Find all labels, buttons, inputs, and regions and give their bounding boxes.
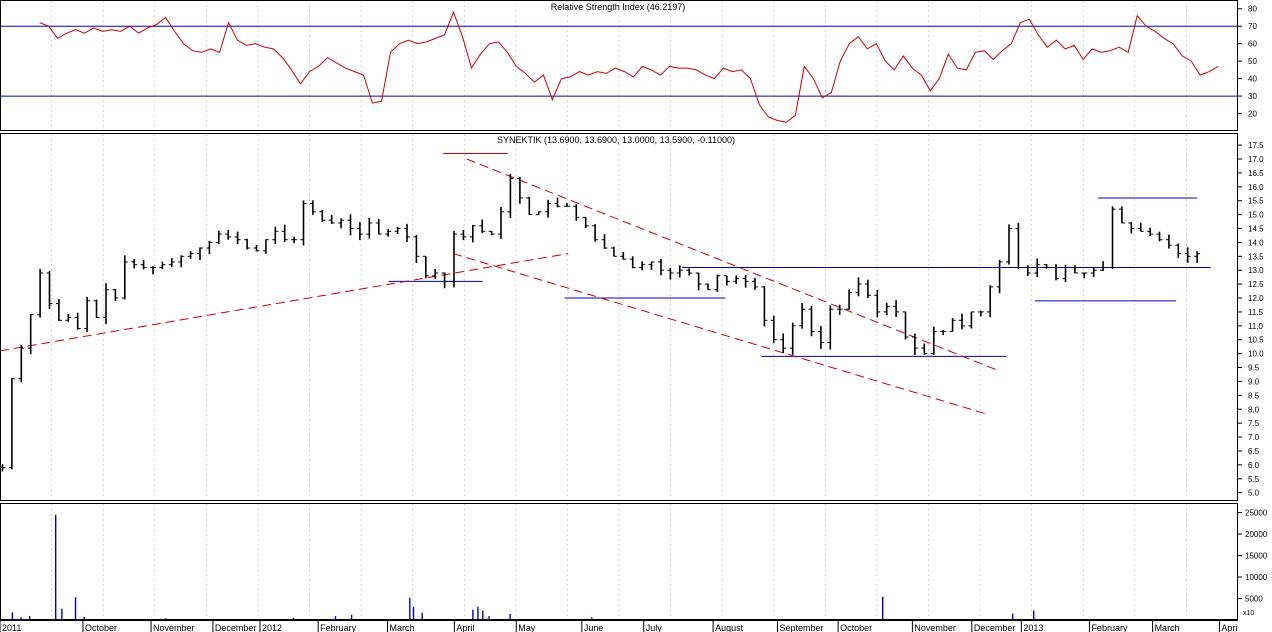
rsi-panel: Relative Strength Index (46.2197) 20 30 40… <box>0 0 1257 131</box>
price-tick-label: 8.5 <box>1248 391 1260 400</box>
price-tick-label: 10.0 <box>1248 350 1264 359</box>
volume-panel: 5000 10000 15000 20000 25000 x10 <box>0 503 1268 620</box>
price-tick-label: 17.5 <box>1248 141 1264 150</box>
volume-panel-frame <box>0 503 1238 620</box>
trendline <box>0 253 569 352</box>
time-axis-label: Apri <box>1221 623 1237 632</box>
time-axis-label: 2011 <box>2 623 21 632</box>
price-tick-label: 11.5 <box>1248 308 1264 317</box>
time-axis-label: June <box>584 623 604 632</box>
price-tick-label: 13.5 <box>1248 252 1264 261</box>
price-tick-label: 11.0 <box>1248 322 1264 331</box>
time-axis-label: May <box>518 623 536 632</box>
time-axis-label: March <box>1155 623 1180 632</box>
trendline <box>466 158 999 371</box>
volume-tick-label: 25000 <box>1245 509 1268 518</box>
price-ohlc-bars <box>0 173 1201 472</box>
rsi-tick-label: 80 <box>1248 5 1257 14</box>
time-axis-label: December <box>974 623 1016 632</box>
time-axis-label: February <box>1091 623 1128 632</box>
time-axis-label: February <box>320 623 357 632</box>
time-axis-label: 2013 <box>1023 623 1043 632</box>
rsi-tick-label: 60 <box>1248 40 1257 49</box>
time-axis-label: October <box>840 623 872 632</box>
rsi-tick-label: 50 <box>1248 57 1257 66</box>
price-tick-label: 13.0 <box>1248 266 1264 275</box>
volume-tick-label: 20000 <box>1245 530 1268 539</box>
price-panel: SYNEKTIK (13.6900, 13.6900, 13.0000, 13.… <box>0 133 1264 501</box>
volume-tick-label: 15000 <box>1245 552 1268 561</box>
time-axis-label: July <box>646 623 663 632</box>
price-tick-label: 15.0 <box>1248 211 1264 220</box>
time-axis-label: October <box>85 623 117 632</box>
volume-gridlines <box>51 504 1187 620</box>
rsi-title: Relative Strength Index (46.2197) <box>551 2 686 12</box>
price-tick-label: 7.5 <box>1248 419 1260 428</box>
price-tick-label: 7.0 <box>1248 433 1260 442</box>
time-axis-label: March <box>389 623 414 632</box>
price-tick-label: 5.0 <box>1248 489 1260 498</box>
price-tick-label: 15.5 <box>1248 197 1264 206</box>
rsi-tick-label: 40 <box>1248 75 1257 84</box>
price-tick-label: 10.5 <box>1248 336 1264 345</box>
price-panel-frame <box>0 133 1238 501</box>
price-tick-label: 14.5 <box>1248 225 1264 234</box>
price-tick-label: 9.0 <box>1248 377 1260 386</box>
price-tick-label: 16.5 <box>1248 169 1264 178</box>
rsi-panel-frame <box>0 0 1238 131</box>
price-tick-label: 12.5 <box>1248 280 1264 289</box>
time-axis-label: December <box>215 623 257 632</box>
volume-bars <box>11 514 1035 620</box>
time-axis-label: November <box>914 623 956 632</box>
trendline <box>452 253 990 416</box>
rsi-tick-labels: 20 30 40 50 60 70 80 <box>1238 5 1257 119</box>
time-axis-label: April <box>456 623 474 632</box>
rsi-gridlines <box>51 0 1187 131</box>
time-axis-label: 2012 <box>262 623 282 632</box>
time-axis-labels: 2011 October November December 2012 February M… <box>0 620 1237 632</box>
price-tick-label: 6.0 <box>1248 461 1260 470</box>
volume-tick-labels: 5000 10000 15000 20000 25000 <box>1238 509 1268 604</box>
volume-tick-label: 10000 <box>1245 573 1268 582</box>
price-tick-label: 6.5 <box>1248 447 1260 456</box>
rsi-tick-label: 30 <box>1248 92 1257 101</box>
time-axis-label: August <box>715 623 744 632</box>
price-tick-label: 14.0 <box>1248 238 1264 247</box>
rsi-reference-lines <box>0 25 1238 97</box>
price-tick-label: 17.0 <box>1248 155 1264 164</box>
price-trendlines <box>0 152 999 416</box>
price-tick-label: 5.5 <box>1248 475 1260 484</box>
price-tick-labels: 5.0 5.5 6.0 6.5 7.0 7.5 8.0 8.5 9.0 9.5 10.0 10.5 11… <box>1238 141 1264 498</box>
rsi-tick-label: 20 <box>1248 110 1257 119</box>
time-axis-label: November <box>153 623 195 632</box>
price-tick-label: 8.0 <box>1248 405 1260 414</box>
volume-tick-label: 5000 <box>1245 595 1263 604</box>
price-tick-label: 16.0 <box>1248 183 1264 192</box>
price-tick-label: 12.0 <box>1248 294 1264 303</box>
rsi-tick-label: 70 <box>1248 22 1257 31</box>
volume-scale-mark: x10 <box>1243 610 1254 617</box>
time-axis-label: September <box>779 623 823 632</box>
price-gridlines <box>51 134 1187 501</box>
time-axis: 2011 October November December 2012 February M… <box>0 620 1238 632</box>
rsi-series-line <box>39 10 1219 123</box>
price-title: SYNEKTIK (13.6900, 13.6900, 13.0000, 13.… <box>497 135 735 145</box>
price-tick-label: 9.5 <box>1248 364 1260 373</box>
